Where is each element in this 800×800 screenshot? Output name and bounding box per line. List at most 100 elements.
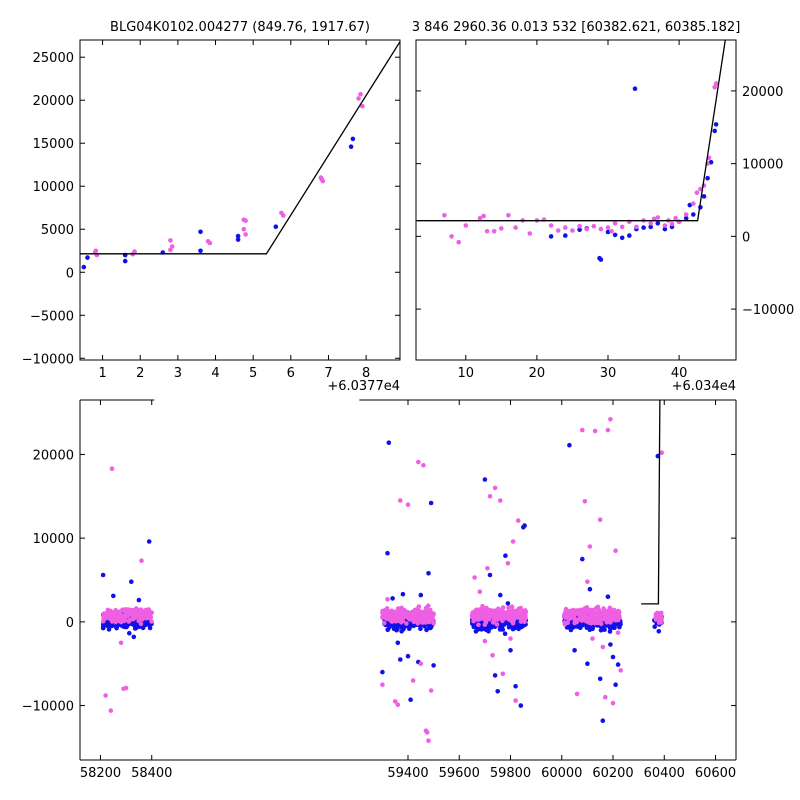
data-point-blue — [395, 640, 401, 646]
data-point-magenta — [598, 617, 604, 623]
data-point-magenta — [427, 609, 433, 614]
data-point-magenta — [655, 215, 661, 220]
x-tick-label: 10 — [458, 366, 475, 381]
data-point-magenta — [360, 103, 365, 109]
data-point-blue — [426, 571, 431, 576]
data-point-blue — [575, 624, 580, 629]
data-point-blue — [648, 224, 653, 230]
y-tick-label: −10000 — [22, 700, 74, 715]
data-point-magenta — [405, 502, 411, 508]
data-point-magenta — [595, 620, 600, 626]
x-tick-label: 58200 — [80, 766, 121, 781]
data-point-blue — [600, 718, 606, 723]
data-point-magenta — [582, 499, 588, 504]
y-tick-label: 20000 — [742, 85, 783, 100]
data-point-magenta — [501, 615, 507, 620]
data-point-magenta — [127, 611, 132, 617]
data-point-magenta — [471, 613, 476, 619]
data-point-magenta — [102, 616, 108, 621]
data-point-magenta — [515, 518, 521, 523]
data-point-magenta — [207, 240, 213, 246]
data-point-blue — [691, 212, 696, 217]
data-point-magenta — [168, 247, 173, 253]
y-tick-label: 25000 — [33, 51, 74, 66]
data-point-magenta — [415, 610, 421, 616]
data-point-magenta — [691, 201, 696, 206]
data-point-magenta — [499, 608, 504, 614]
data-point-blue — [405, 653, 411, 659]
data-point-magenta — [426, 738, 431, 743]
data-point-magenta — [694, 190, 700, 195]
data-point-magenta — [108, 708, 114, 713]
data-point-blue — [473, 629, 479, 634]
data-point-magenta — [148, 614, 153, 620]
data-point-blue — [495, 689, 501, 694]
data-point-blue — [563, 233, 568, 238]
data-point-magenta — [505, 561, 511, 566]
data-point-magenta — [487, 494, 493, 499]
data-point-blue — [612, 625, 617, 630]
x-offset-label: +6.034e4 — [672, 379, 736, 394]
data-point-magenta — [598, 621, 604, 627]
data-point-blue — [109, 623, 115, 629]
data-point-magenta — [648, 221, 653, 226]
x-tick-label: 5 — [249, 366, 257, 381]
data-point-magenta — [508, 636, 513, 641]
plot-area — [442, 81, 719, 262]
data-point-magenta — [169, 244, 175, 249]
data-point-magenta — [580, 608, 585, 614]
data-point-magenta — [395, 702, 401, 707]
data-point-magenta — [658, 616, 663, 622]
data-point-magenta — [400, 618, 406, 624]
y-tick-label: 10000 — [33, 180, 74, 195]
data-point-magenta — [570, 607, 576, 613]
data-point-magenta — [381, 620, 387, 626]
data-point-blue — [610, 654, 616, 660]
data-point-blue — [492, 673, 498, 678]
data-point-magenta — [477, 607, 483, 612]
data-point-magenta — [119, 615, 124, 621]
data-point-blue — [427, 625, 432, 630]
data-point-magenta — [485, 566, 490, 571]
x-tick-label: 40 — [671, 366, 688, 381]
data-point-blue — [122, 258, 128, 264]
y-tick-label: −10000 — [742, 303, 794, 318]
data-point-blue — [607, 629, 613, 634]
y-tick-label: 0 — [66, 616, 74, 631]
chart-top-left: 1 2 3 4 5 6 7 8 −10000 −5000 0 5000 10000 15000 20000 2… — [22, 20, 401, 394]
data-point-magenta — [139, 612, 145, 617]
data-point-magenta — [500, 618, 505, 624]
data-point-blue — [687, 202, 693, 208]
data-point-blue — [100, 572, 106, 578]
data-point-blue — [615, 662, 621, 667]
data-point-magenta — [411, 611, 416, 617]
data-point-blue — [273, 224, 279, 229]
chart-title: 3 846 2960.36 0.013 532 [60382.621, 6038… — [412, 20, 741, 35]
data-point-blue — [127, 630, 132, 636]
data-point-magenta — [519, 615, 525, 620]
data-point-magenta — [117, 609, 123, 614]
data-point-magenta — [168, 238, 173, 243]
data-point-magenta — [613, 548, 618, 553]
data-point-magenta — [472, 575, 477, 580]
data-point-blue — [407, 626, 412, 631]
data-point-magenta — [564, 614, 569, 619]
data-point-blue — [129, 579, 134, 584]
data-point-blue — [585, 661, 590, 666]
data-point-blue — [428, 500, 434, 506]
data-point-magenta — [477, 215, 483, 221]
data-point-magenta — [615, 630, 621, 635]
data-point-magenta — [477, 589, 483, 594]
data-point-magenta — [491, 611, 496, 617]
data-point-blue — [608, 642, 613, 647]
data-point-magenta — [411, 619, 417, 625]
data-point-magenta — [605, 225, 611, 230]
data-point-magenta — [449, 234, 454, 239]
data-point-magenta — [392, 699, 398, 704]
data-point-magenta — [484, 229, 490, 234]
data-point-blue — [497, 627, 503, 632]
data-point-magenta — [132, 249, 137, 254]
data-point-magenta — [597, 517, 603, 522]
data-point-magenta — [241, 226, 247, 232]
data-point-magenta — [574, 691, 580, 697]
